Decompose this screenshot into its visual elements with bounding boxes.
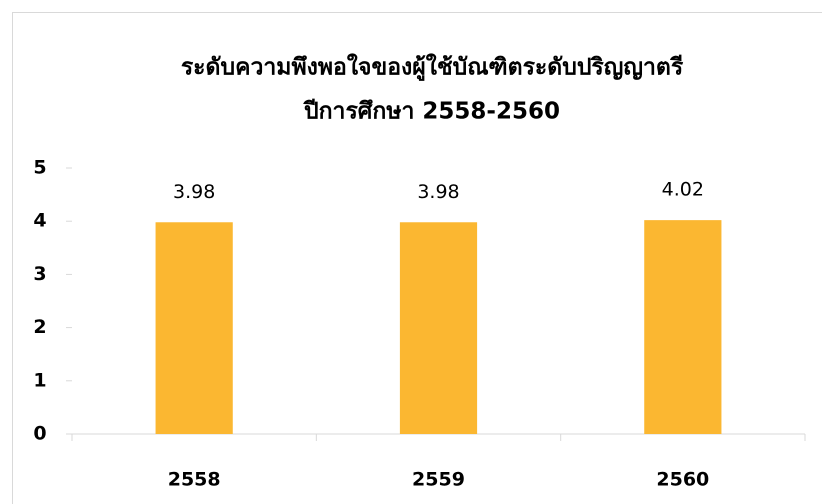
- x-tick-label: 2558: [168, 469, 221, 491]
- y-tick-label: 0: [33, 423, 46, 445]
- value-label: 4.02: [662, 179, 704, 201]
- x-tick-label: 2559: [412, 469, 465, 491]
- y-tick-label: 5: [33, 157, 46, 179]
- value-label: 3.98: [173, 181, 215, 203]
- chart-title: ระดับความพึงพอใจของผู้ใช้บัณฑิตระดับปริญ…: [181, 53, 684, 82]
- y-tick-label: 1: [33, 369, 46, 391]
- x-tick-label: 2560: [656, 469, 709, 491]
- y-tick-label: 4: [33, 210, 46, 232]
- bar: [399, 222, 478, 434]
- bar: [644, 220, 722, 434]
- chart-title: ปีการศึกษา 2558-2560: [302, 99, 560, 125]
- bar: [155, 222, 233, 434]
- y-tick-label: 2: [33, 316, 46, 338]
- y-tick-label: 3: [33, 263, 46, 285]
- value-label: 3.98: [417, 181, 459, 203]
